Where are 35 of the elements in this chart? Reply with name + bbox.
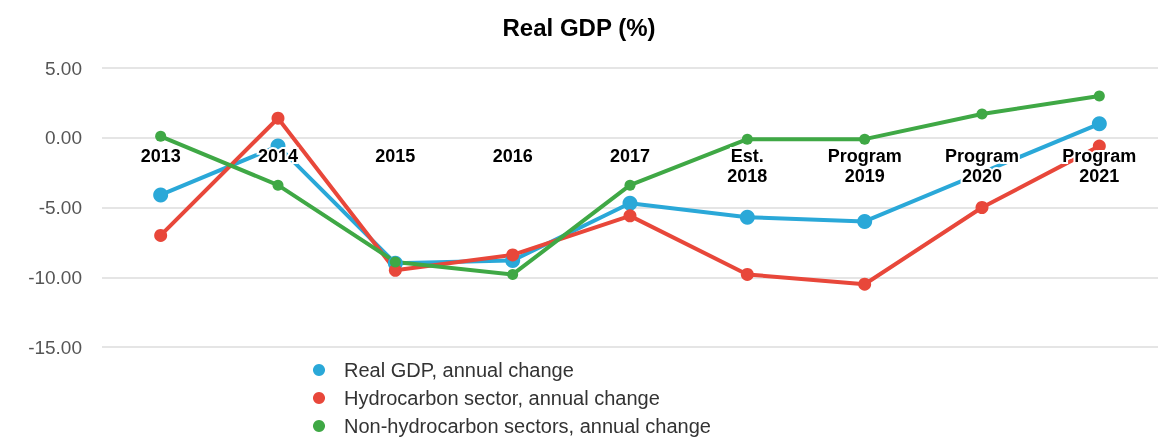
point <box>272 179 284 191</box>
point <box>1091 116 1107 132</box>
point <box>859 133 871 145</box>
point <box>975 201 989 214</box>
point <box>623 209 637 223</box>
legend-label: Non-hydrocarbon sectors, annual change <box>344 415 711 437</box>
point <box>739 209 755 225</box>
point <box>857 213 873 229</box>
y-tick-label: 5.00 <box>45 57 82 79</box>
point <box>155 130 167 142</box>
point <box>624 179 636 191</box>
point <box>271 111 285 125</box>
x-tick-label: 2016 <box>492 145 533 166</box>
point <box>740 267 754 281</box>
point <box>506 248 520 262</box>
x-tick-label: 2013 <box>140 145 181 166</box>
x-tick-label: Program 2019 <box>827 145 902 186</box>
point <box>507 268 519 280</box>
point <box>741 133 753 145</box>
point <box>976 108 988 120</box>
legend-label: Hydrocarbon sector, annual change <box>344 387 660 409</box>
x-tick-label: 2017 <box>609 145 651 166</box>
point <box>154 228 168 242</box>
y-tick-label: -5.00 <box>38 197 82 218</box>
y-tick-label: -15.00 <box>28 336 82 358</box>
point <box>1093 90 1105 102</box>
x-tick-label: Est. 2018 <box>727 145 768 186</box>
point <box>858 277 872 291</box>
y-tick-label: -10.00 <box>28 266 82 288</box>
x-tick-label: 2015 <box>375 145 416 166</box>
legend-label: Real GDP, annual change <box>344 359 574 381</box>
chart-title: Real GDP (%) <box>502 13 656 41</box>
point <box>153 187 169 203</box>
y-tick-label: 0.00 <box>45 127 82 149</box>
point <box>622 195 638 211</box>
